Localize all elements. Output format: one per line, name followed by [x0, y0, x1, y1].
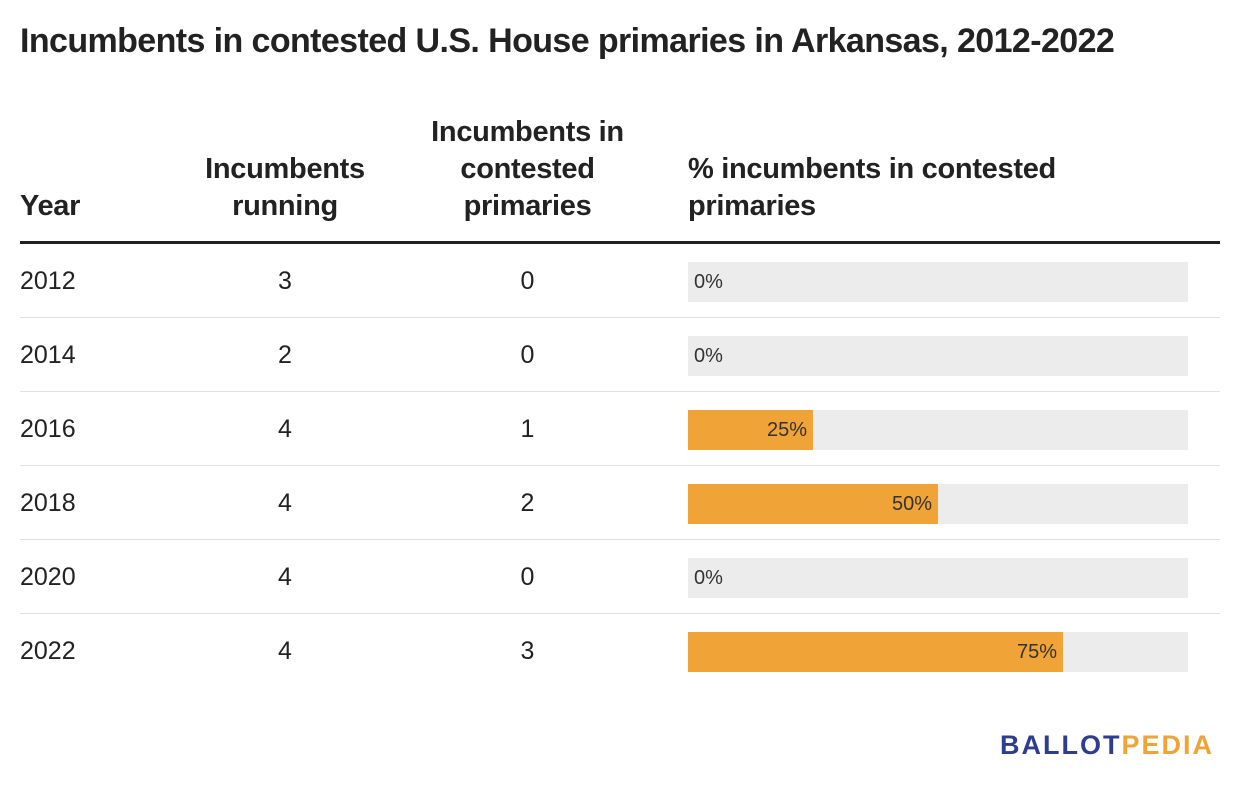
- header-divider: [20, 241, 1220, 244]
- header-incumbents-contested: Incumbents in contested primaries: [420, 114, 635, 225]
- percent-bar-label: 0%: [694, 345, 723, 367]
- header-pct-line-2: primaries: [688, 190, 816, 222]
- percent-bar-fill: [688, 410, 813, 450]
- table-row: 2016 4 1 25%: [20, 392, 1220, 466]
- cell-incumbents-running: 4: [278, 637, 292, 665]
- cell-incumbents-running: 3: [278, 267, 292, 295]
- percent-bar-track: 50%: [688, 484, 1188, 524]
- cell-incumbents-contested: 0: [520, 563, 535, 591]
- header-year-line: Year: [20, 190, 81, 222]
- cell-year: 2018: [20, 489, 76, 517]
- table-row: 2012 3 0 0%: [20, 244, 1220, 318]
- percent-bar-label: 50%: [891, 493, 932, 515]
- percent-bar-label: 0%: [694, 567, 723, 589]
- header-year: Year: [20, 188, 80, 225]
- ballotpedia-logo: BALLOTPEDIA: [1000, 730, 1214, 761]
- header-running-line-2: running: [232, 190, 338, 222]
- percent-bar-label: 75%: [1016, 641, 1057, 663]
- table-row: 2014 2 0 0%: [20, 318, 1220, 392]
- cell-incumbents-running: 4: [278, 563, 292, 591]
- table-row: 2018 4 2 50%: [20, 466, 1220, 540]
- header-contested-line-2: contested: [460, 153, 595, 185]
- cell-incumbents-contested: 3: [520, 637, 535, 665]
- header-running-line-1: Incumbents: [205, 153, 365, 185]
- percent-bar-track: 25%: [688, 410, 1188, 450]
- cell-incumbents-running: 4: [278, 489, 292, 517]
- percent-bar-fill: [688, 484, 938, 524]
- cell-incumbents-running: 4: [278, 415, 292, 443]
- cell-year: 2016: [20, 415, 76, 443]
- chart-title: Incumbents in contested U.S. House prima…: [20, 22, 1115, 60]
- percent-bar-label: 25%: [766, 419, 807, 441]
- cell-year: 2020: [20, 563, 76, 591]
- header-contested-line-3: primaries: [463, 190, 592, 222]
- cell-year: 2014: [20, 341, 76, 369]
- cell-incumbents-contested: 0: [520, 267, 535, 295]
- header-incumbents-running: Incumbents running: [190, 151, 380, 225]
- cell-incumbents-contested: 1: [520, 415, 535, 443]
- cell-year: 2022: [20, 637, 76, 665]
- logo-ballot-text: BALLOT: [999, 730, 1122, 760]
- table-row: 2020 4 0 0%: [20, 540, 1220, 614]
- cell-year: 2012: [20, 267, 76, 295]
- table-body: 2012 3 0 0% 2014 2 0 0% 2016 4 1 25% 2018 4 2 50% 2020 4 0…: [20, 244, 1220, 688]
- cell-incumbents-contested: 0: [520, 341, 535, 369]
- cell-incumbents-running: 2: [278, 341, 292, 369]
- header-pct-line-1: % incumbents in contested: [688, 153, 1056, 185]
- percent-bar-track: 0%: [688, 558, 1188, 598]
- table-header: Year Incumbents running Incumbents in co…: [20, 115, 1220, 225]
- logo-pedia-text: PEDIA: [1121, 730, 1214, 760]
- percent-bar-label: 0%: [694, 271, 723, 293]
- percent-bar-fill: [688, 632, 1063, 672]
- header-contested-line-1: Incumbents in: [431, 116, 624, 148]
- header-percent-contested: % incumbents in contested primaries: [688, 151, 1108, 225]
- percent-bar-track: 0%: [688, 262, 1188, 302]
- percent-bar-track: 75%: [688, 632, 1188, 672]
- table-row: 2022 4 3 75%: [20, 614, 1220, 688]
- cell-incumbents-contested: 2: [520, 489, 535, 517]
- percent-bar-track: 0%: [688, 336, 1188, 376]
